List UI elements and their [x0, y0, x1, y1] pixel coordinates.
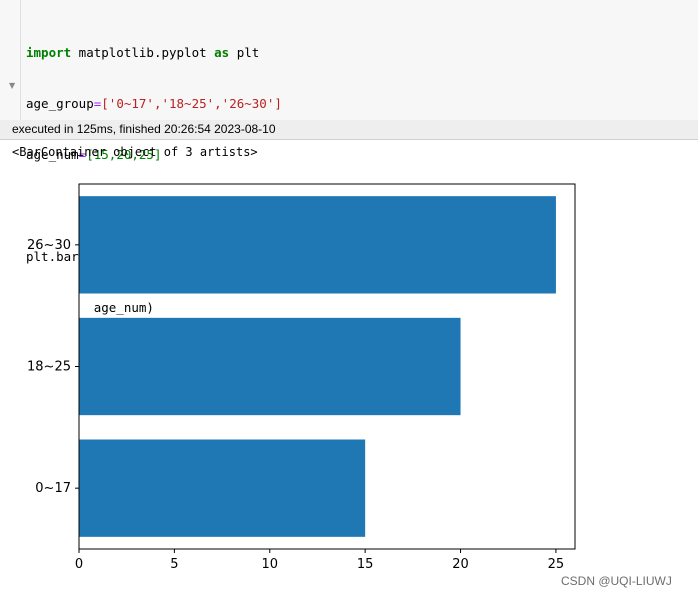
- fold-arrow-icon[interactable]: ▼: [9, 81, 16, 90]
- output-text: <BarContainer object of 3 artists>: [12, 145, 258, 159]
- bar-2: [79, 196, 556, 294]
- code-line-3: age_num=[15,20,25]: [26, 147, 162, 162]
- cell-gutter: ▼: [0, 0, 21, 120]
- y-tick-label-1: 18~25: [27, 360, 71, 375]
- x-tick-label-4: 20: [452, 557, 469, 572]
- x-tick-label-2: 10: [261, 557, 278, 572]
- code-cell[interactable]: ▼ import matplotlib.pyplot as plt age_gr…: [0, 0, 698, 315]
- x-tick-label-3: 15: [357, 557, 374, 572]
- bar-0: [79, 439, 366, 537]
- bar-1: [79, 317, 461, 416]
- execution-status-bar: executed in 125ms, finished 20:26:54 202…: [0, 120, 698, 140]
- watermark: CSDN @UQI-LIUWJ: [561, 574, 672, 588]
- x-tick-label-0: 0: [75, 557, 83, 572]
- code-line-6: age_num): [26, 300, 154, 315]
- axes-frame: [78, 183, 576, 550]
- bar-chart: 0~17 18~25 26~30 0 5 10 15 20 25: [27, 183, 576, 572]
- x-tick-label-1: 5: [170, 557, 178, 572]
- execution-status-text: executed in 125ms, finished 20:26:54 202…: [12, 122, 276, 136]
- x-tick-label-5: 25: [548, 557, 565, 572]
- code-line-1: import matplotlib.pyplot as plt: [26, 45, 260, 60]
- code-editor[interactable]: import matplotlib.pyplot as plt age_grou…: [26, 10, 282, 350]
- code-line-2: age_group=['0~17','18~25','26~30']: [26, 96, 282, 111]
- y-tick-label-0: 0~17: [35, 481, 71, 496]
- y-tick-label-2: 26~30: [27, 238, 71, 253]
